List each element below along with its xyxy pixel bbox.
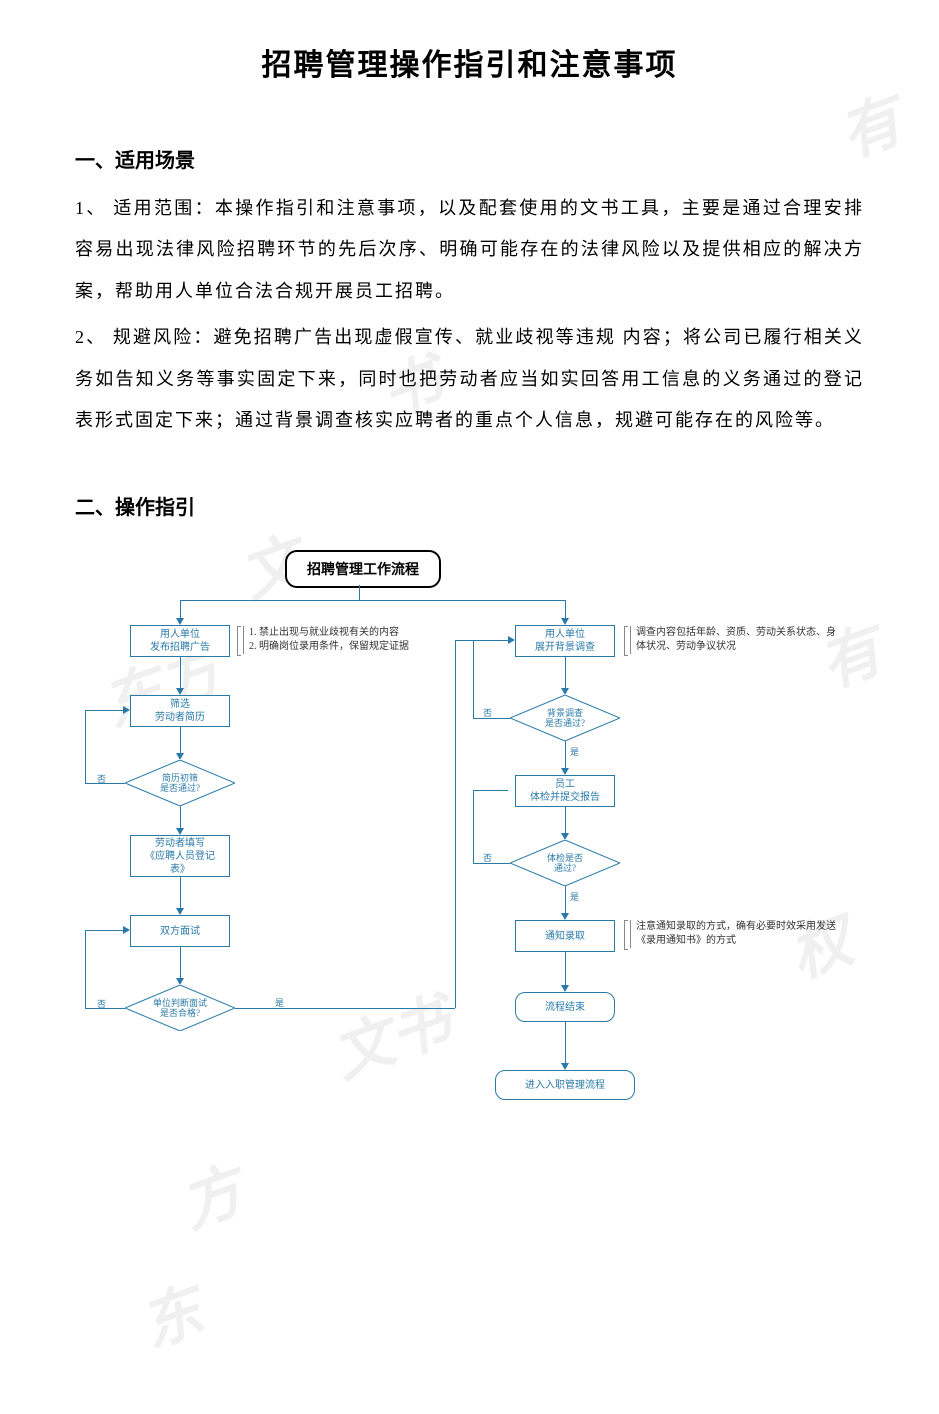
flow-decision-interview-pass: 单位判断面试是否合格? <box>125 985 235 1031</box>
flow-annotation-1: 1. 禁止出现与就业歧视有关的内容2. 明确岗位录用条件，保留规定证据 <box>243 626 443 654</box>
edge-label-yes: 是 <box>570 745 579 758</box>
flow-node-label: 双方面试 <box>160 925 200 938</box>
page-title: 招聘管理操作指引和注意事项 <box>75 40 864 84</box>
flow-decision-exam-pass: 体检是否通过? <box>510 840 620 886</box>
flow-edge <box>565 600 566 618</box>
flow-edge <box>473 790 508 791</box>
flow-node-label: 用人单位展开背景调查 <box>535 628 595 654</box>
flow-node-notify-accept: 通知录取 <box>515 920 615 952</box>
arrow-head-icon <box>561 688 569 695</box>
flow-edge <box>359 585 360 600</box>
flow-edge <box>85 930 123 931</box>
flow-edge <box>565 657 566 688</box>
arrow-head-icon <box>561 985 569 992</box>
flow-edge <box>180 600 181 618</box>
arrow-head-icon <box>508 636 515 644</box>
arrow-head-icon <box>176 753 184 760</box>
flow-node-interview: 双方面试 <box>130 915 230 947</box>
edge-label-no: 否 <box>97 772 106 785</box>
flow-node-label: 背景调查是否通过? <box>545 708 585 730</box>
flow-edge <box>473 790 474 863</box>
arrow-head-icon <box>561 768 569 775</box>
flow-edge <box>180 806 181 828</box>
arrow-head-icon <box>176 688 184 695</box>
flowchart-title: 招聘管理工作流程 <box>285 550 441 588</box>
edge-label-yes: 是 <box>570 890 579 903</box>
edge-label-no: 否 <box>97 997 106 1010</box>
arrow-head-icon <box>561 618 569 625</box>
flow-node-label: 单位判断面试是否合格? <box>153 998 207 1020</box>
flow-node-end: 流程结束 <box>515 992 615 1022</box>
flow-annotation-2: 调查内容包括年龄、资质、劳动关系状态、身体状况、劳动争议状况 <box>630 626 840 654</box>
bracket-icon <box>237 626 241 656</box>
arrow-head-icon <box>561 913 569 920</box>
flow-edge <box>180 657 181 688</box>
bracket-icon <box>624 626 628 656</box>
arrow-head-icon <box>561 833 569 840</box>
flow-edge <box>455 640 456 1008</box>
flow-node-background-check: 用人单位展开背景调查 <box>515 625 615 657</box>
edge-label-no: 否 <box>483 706 492 719</box>
flow-edge <box>180 947 181 978</box>
arrow-head-icon <box>176 618 184 625</box>
watermark: 东 <box>127 1262 213 1364</box>
arrow-head-icon <box>176 828 184 835</box>
edge-label-no: 否 <box>483 851 492 864</box>
flow-edge <box>565 952 566 985</box>
flow-node-label: 筛选劳动者简历 <box>155 698 205 724</box>
arrow-head-icon <box>123 926 130 934</box>
flowchart: 招聘管理工作流程 用人单位发布招聘广告 筛选劳动者简历 简历初筛是否通过? 劳动… <box>75 550 855 1190</box>
flow-edge <box>85 710 86 783</box>
bracket-icon <box>624 920 628 950</box>
flow-node-physical-exam: 员工体检并提交报告 <box>515 775 615 807</box>
edge-label-yes: 是 <box>275 996 284 1009</box>
section-1-heading: 一、适用场景 <box>75 144 864 173</box>
flow-edge <box>235 1008 455 1009</box>
section-1-para-1: 1、 适用范围：本操作指引和注意事项，以及配套使用的文书工具，主要是通过合理安排… <box>75 188 864 312</box>
flow-node-label: 进入入职管理流程 <box>525 1079 605 1092</box>
flow-node-fill-form: 劳动者填写《应聘人员登记表》 <box>130 835 230 877</box>
flow-edge <box>565 807 566 833</box>
section-1-para-2: 2、 规避风险：避免招聘广告出现虚假宣传、就业歧视等违规 内容；将公司已履行相关… <box>75 317 864 441</box>
arrow-head-icon <box>176 978 184 985</box>
flow-edge <box>85 930 86 1008</box>
flow-annotation-3: 注意通知录取的方式，确有必要时效采用发送《录用通知书》的方式 <box>630 920 840 948</box>
flow-edge <box>180 600 565 601</box>
flow-node-label: 用人单位发布招聘广告 <box>150 628 210 654</box>
flow-node-filter-resume: 筛选劳动者简历 <box>130 695 230 727</box>
flow-node-label: 流程结束 <box>545 1001 585 1014</box>
flow-node-publish-ad: 用人单位发布招聘广告 <box>130 625 230 657</box>
flow-edge <box>180 877 181 908</box>
flow-node-enter-onboarding: 进入入职管理流程 <box>495 1070 635 1100</box>
flow-decision-resume-pass: 简历初筛是否通过? <box>125 760 235 806</box>
flow-edge <box>473 640 508 641</box>
flow-node-label: 员工体检并提交报告 <box>530 778 600 804</box>
flow-edge <box>180 727 181 753</box>
flow-edge <box>85 710 123 711</box>
arrow-head-icon <box>123 706 130 714</box>
flow-decision-bg-pass: 背景调查是否通过? <box>510 695 620 741</box>
section-2-heading: 二、操作指引 <box>75 491 864 520</box>
flow-node-label: 通知录取 <box>545 930 585 943</box>
flow-node-label: 体检是否通过? <box>547 853 583 875</box>
flow-node-label: 劳动者填写《应聘人员登记表》 <box>145 837 215 876</box>
arrow-head-icon <box>176 908 184 915</box>
flow-edge <box>565 1022 566 1063</box>
flow-edge <box>473 640 474 718</box>
flow-edge <box>565 886 566 913</box>
flow-node-label: 简历初筛是否通过? <box>160 773 200 795</box>
arrow-head-icon <box>561 1063 569 1070</box>
flow-edge <box>565 741 566 768</box>
